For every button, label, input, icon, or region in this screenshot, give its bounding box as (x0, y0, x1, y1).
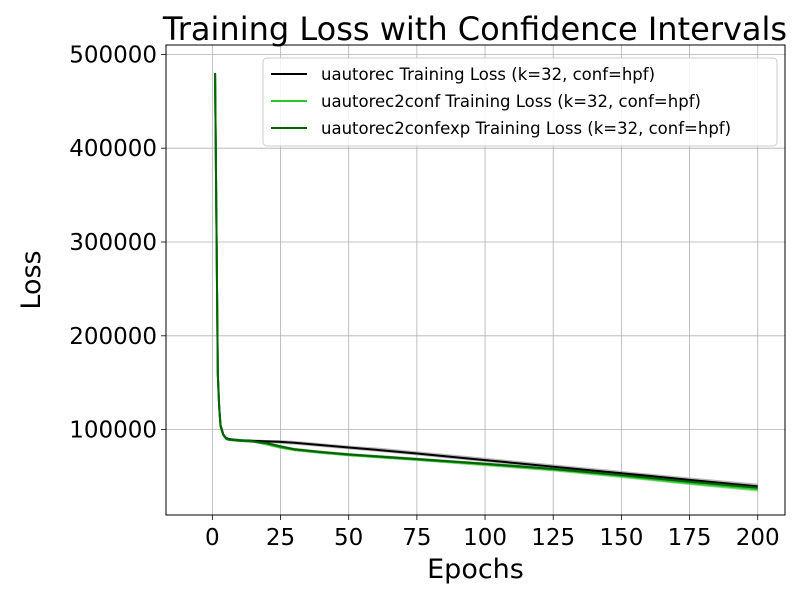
legend: uautorec Training Loss (k=32, conf=hpf) u… (262, 57, 778, 147)
y-axis-ticks: 100000 200000 300000 400000 500000 (69, 42, 166, 444)
y-tick-label: 500000 (69, 42, 157, 68)
x-tick-label: 75 (402, 525, 431, 551)
x-tick-label: 50 (334, 525, 363, 551)
series-lines (214, 73, 758, 491)
series-line-2 (214, 73, 758, 489)
x-tick-label: 25 (266, 525, 295, 551)
x-axis-ticks: 0 25 50 75 100 125 150 175 200 (205, 515, 780, 551)
chart-title: Training Loss with Confidence Intervals (162, 10, 787, 48)
x-tick-label: 175 (668, 525, 712, 551)
legend-label-2: uautorec2confexp Training Loss (k=32, co… (321, 119, 731, 138)
legend-label-0: uautorec Training Loss (k=32, conf=hpf) (321, 65, 655, 84)
y-tick-label: 400000 (69, 136, 157, 162)
plot-frame (165, 44, 786, 516)
y-axis-label: Loss (16, 250, 47, 309)
legend-label-1: uautorec2conf Training Loss (k=32, conf=… (321, 92, 701, 111)
x-tick-label: 150 (599, 525, 643, 551)
x-tick-label: 200 (736, 525, 780, 551)
y-tick-label: 100000 (69, 418, 157, 444)
y-tick-label: 300000 (69, 230, 157, 256)
x-tick-label: 100 (463, 525, 507, 551)
y-tick-label: 200000 (69, 324, 157, 350)
legend-box (262, 57, 778, 147)
x-axis-label: Epochs (427, 554, 524, 585)
x-tick-label: 0 (205, 525, 220, 551)
x-tick-label: 125 (531, 525, 575, 551)
